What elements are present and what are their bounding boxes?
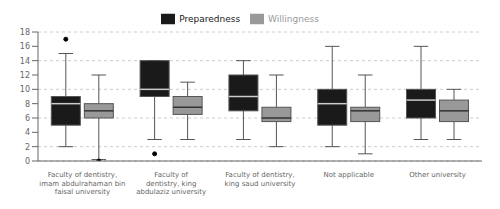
svg-text:Faculty of dentistry,king saud: Faculty of dentistry,king saud universit… bbox=[225, 171, 296, 188]
svg-text:2: 2 bbox=[25, 143, 30, 152]
svg-text:Faculty of dentistry,imam abdu: Faculty of dentistry,imam abdulrahaman b… bbox=[39, 171, 125, 196]
svg-text:18: 18 bbox=[20, 28, 30, 37]
svg-text:4: 4 bbox=[25, 128, 30, 137]
svg-text:Other university: Other university bbox=[409, 171, 466, 179]
html-text:Preparedness: Preparedness bbox=[179, 13, 241, 24]
svg-text:0: 0 bbox=[25, 157, 30, 166]
svg-text:8: 8 bbox=[25, 100, 30, 109]
svg-text:10: 10 bbox=[20, 85, 30, 94]
html-text:Willingness: Willingness bbox=[268, 13, 319, 24]
svg-text:16: 16 bbox=[20, 42, 30, 51]
svg-text:6: 6 bbox=[25, 114, 30, 123]
svg-text:12: 12 bbox=[20, 71, 30, 80]
svg-text:Faculty ofdentistry, kingabdul: Faculty ofdentistry, kingabdulaziz unive… bbox=[136, 171, 206, 196]
svg-text:14: 14 bbox=[20, 57, 30, 66]
svg-text:Not applicable: Not applicable bbox=[324, 171, 374, 179]
